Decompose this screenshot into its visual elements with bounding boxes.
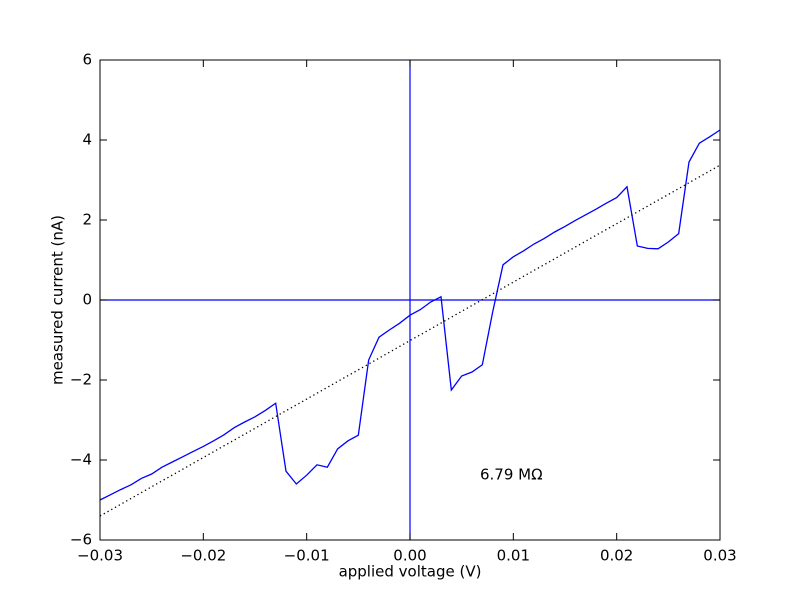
x-tick-label: −0.01 (284, 547, 330, 565)
fit-line (99, 164, 721, 517)
x-tick-label: −0.03 (77, 547, 123, 565)
y-tick-label: −6 (70, 531, 92, 549)
x-axis-label: applied voltage (V) (339, 563, 482, 581)
plot-layer (99, 60, 721, 540)
x-tick-label: 0.03 (703, 547, 736, 565)
y-tick-label: 2 (82, 211, 92, 229)
x-tick-label: 0.02 (600, 547, 633, 565)
y-tick-label: −2 (70, 371, 92, 389)
x-tick-label: 0.00 (393, 547, 426, 565)
x-tick-label: 0.01 (497, 547, 530, 565)
y-tick-label: 6 (82, 51, 92, 69)
data-line (99, 129, 721, 501)
x-tick-label: −0.02 (180, 547, 226, 565)
y-tick-label: 4 (82, 131, 92, 149)
y-tick-label: 0 (82, 291, 92, 309)
annotation: 6.79 MΩ (480, 466, 543, 484)
y-tick-label: −4 (70, 451, 92, 469)
y-axis-label: measured current (nA) (49, 215, 67, 385)
